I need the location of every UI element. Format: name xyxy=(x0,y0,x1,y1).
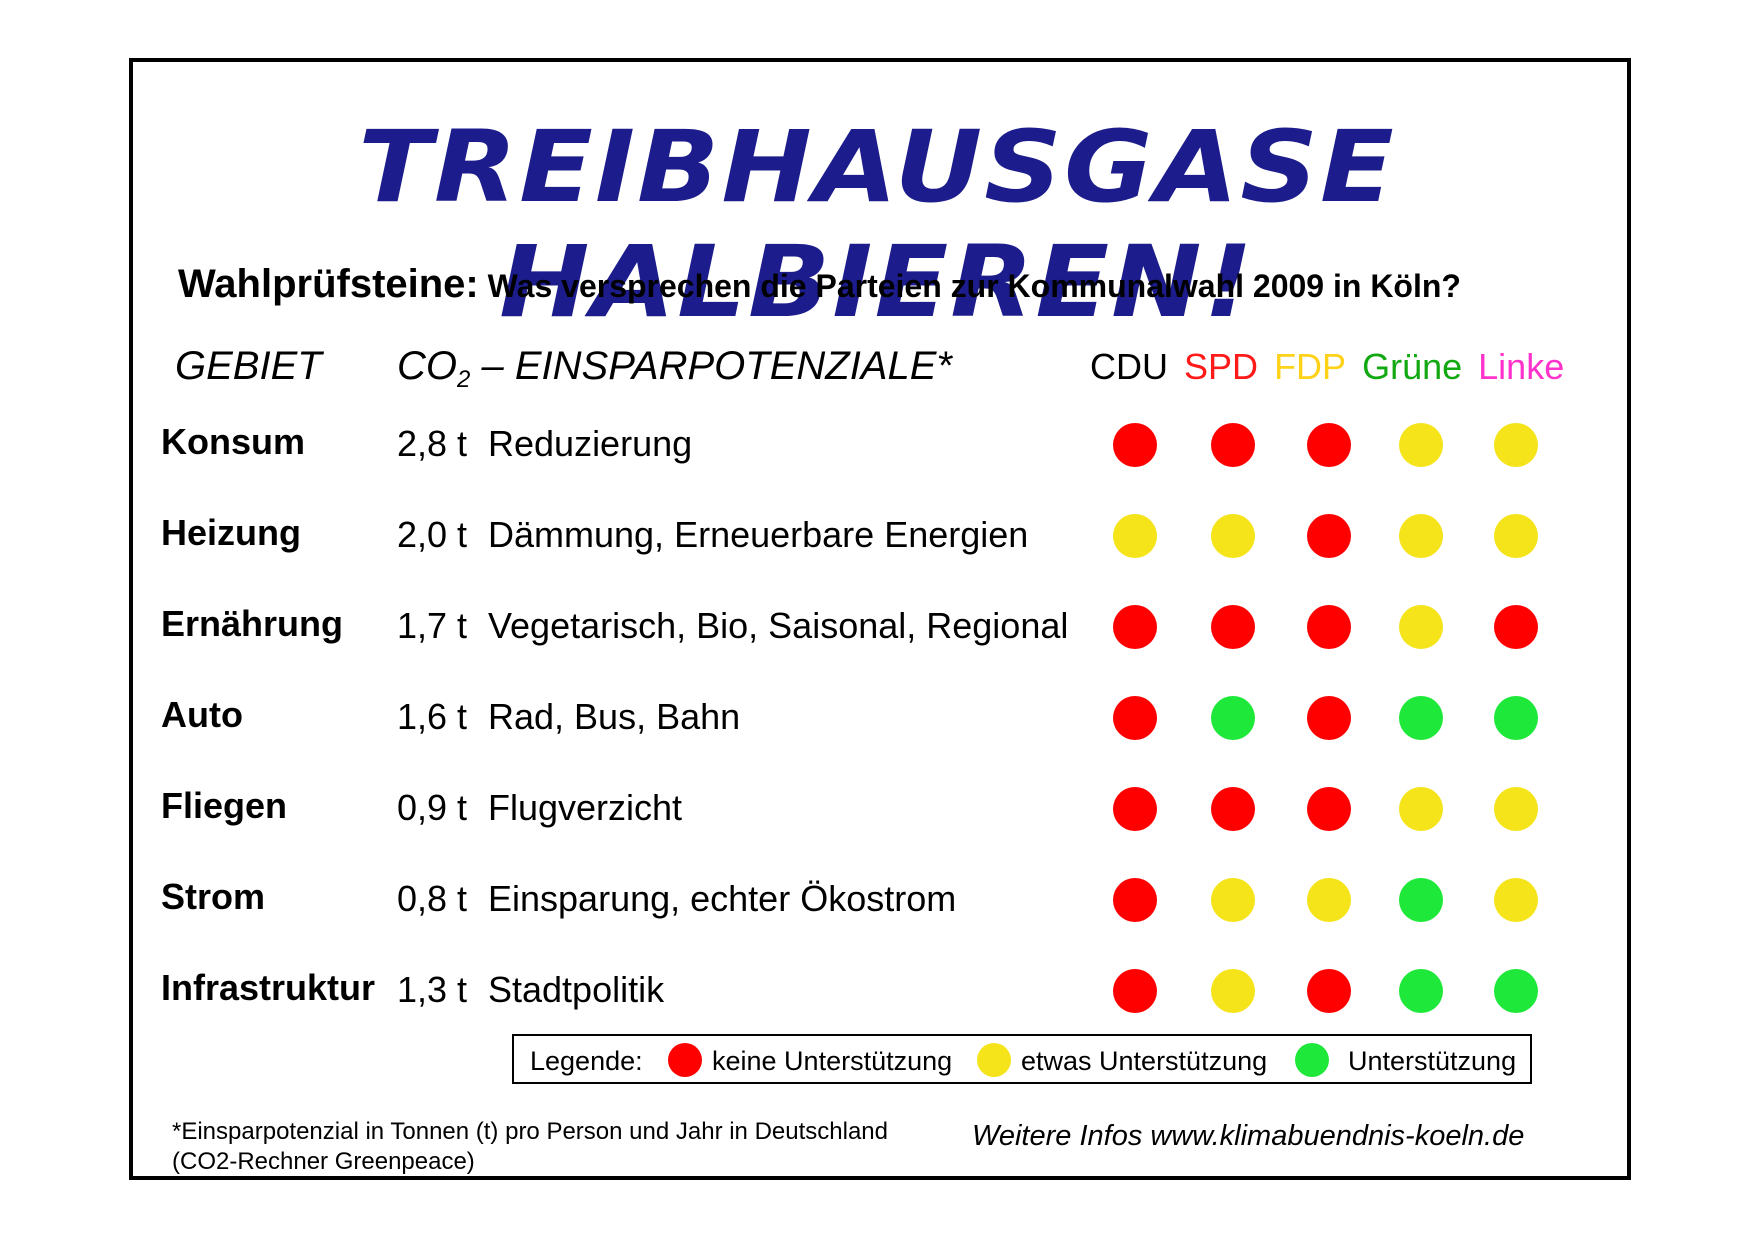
subtitle: Wahlprüfsteine: Was versprechen die Part… xyxy=(178,262,1461,307)
poster-frame xyxy=(129,58,1631,1180)
row-measure: Rad, Bus, Bahn xyxy=(488,696,741,737)
legend-label: Legende: xyxy=(530,1046,643,1076)
rating-dot-yellow xyxy=(1399,423,1443,467)
row-gebiet: Infrastruktur xyxy=(161,967,376,1008)
poster-title: TREIBHAUSGASE HALBIEREN! xyxy=(358,110,1396,340)
row-measure: Stadtpolitik xyxy=(488,969,665,1010)
rating-dot-yellow xyxy=(1494,423,1538,467)
table-row: Ernährung 1,7 t Vegetarisch, Bio, Saison… xyxy=(0,603,1754,663)
rating-dot-red xyxy=(1494,605,1538,649)
row-measure: Flugverzicht xyxy=(488,787,683,828)
party-name: FDP xyxy=(1274,346,1347,387)
rating-dot-red xyxy=(1113,605,1157,649)
row-amount: 1,3 t xyxy=(397,969,468,1010)
rating-dot-yellow xyxy=(1494,787,1538,831)
party-name: Linke xyxy=(1478,346,1565,387)
rating-dot-red xyxy=(1307,969,1351,1013)
header-gebiet: GEBIET xyxy=(175,344,322,388)
table-row: Strom 0,8 t Einsparung, echter Ökostrom xyxy=(0,876,1754,936)
legend-green-dot xyxy=(1295,1043,1329,1077)
rating-dot-red xyxy=(1113,787,1157,831)
rating-dot-yellow xyxy=(1113,514,1157,558)
row-measure: Vegetarisch, Bio, Saisonal, Regional xyxy=(488,605,1069,646)
row-gebiet: Heizung xyxy=(161,512,301,553)
rating-dot-green xyxy=(1399,696,1443,740)
rating-dot-yellow xyxy=(1211,514,1255,558)
table-row: Fliegen 0,9 t Flugverzicht xyxy=(0,785,1754,845)
table-row: Auto 1,6 t Rad, Bus, Bahn xyxy=(0,694,1754,754)
rating-dot-yellow xyxy=(1211,969,1255,1013)
rating-dot-green xyxy=(1399,878,1443,922)
legend-yellow-dot xyxy=(977,1043,1011,1077)
subtitle-lead: Wahlprüfsteine: xyxy=(178,262,479,306)
row-gebiet: Strom xyxy=(161,876,266,917)
party-name: CDU xyxy=(1090,346,1168,387)
row-gebiet: Auto xyxy=(161,694,243,735)
rating-dot-red xyxy=(1211,787,1255,831)
rating-dot-red xyxy=(1113,696,1157,740)
legend-green-label: Unterstützung xyxy=(1348,1046,1517,1076)
rating-dot-red xyxy=(1307,423,1351,467)
rating-dot-yellow xyxy=(1494,514,1538,558)
row-amount: 0,8 t xyxy=(397,878,468,919)
more-info-link[interactable]: Weitere Infos www.klimabuendnis-koeln.de xyxy=(972,1120,1525,1152)
header-co2-rest: – EINSPARPOTENZIALE* xyxy=(470,344,952,388)
rating-dot-red xyxy=(1113,423,1157,467)
rating-dot-yellow xyxy=(1211,878,1255,922)
party-name: SPD xyxy=(1184,346,1259,387)
row-amount: 1,6 t xyxy=(397,696,468,737)
footnote-line1: *Einsparpotenzial in Tonnen (t) pro Pers… xyxy=(172,1118,888,1145)
row-amount: 1,7 t xyxy=(397,605,468,646)
rating-dot-yellow xyxy=(1399,787,1443,831)
legend-red-dot xyxy=(668,1043,702,1077)
rating-dot-green xyxy=(1494,969,1538,1013)
table-row: Infrastruktur 1,3 t Stadtpolitik xyxy=(0,967,1754,1027)
rating-dot-green xyxy=(1399,969,1443,1013)
rating-dot-yellow xyxy=(1399,514,1443,558)
party-name: Grüne xyxy=(1362,346,1463,387)
rating-dot-yellow xyxy=(1399,605,1443,649)
row-amount: 2,8 t xyxy=(397,423,468,464)
legend-yellow-label: etwas Unterstützung xyxy=(1021,1046,1268,1076)
legend: Legende: keine Unterstützung etwas Unter… xyxy=(512,1034,1532,1084)
row-amount: 2,0 t xyxy=(397,514,468,555)
header-co2: CO2 – EINSPARPOTENZIALE* xyxy=(397,344,952,394)
party-header: CDU SPD FDP Grüne Linke xyxy=(1090,346,1570,388)
footnote-line2: (CO2-Rechner Greenpeace) xyxy=(172,1148,475,1175)
row-gebiet: Konsum xyxy=(161,421,305,462)
rating-dot-red xyxy=(1211,423,1255,467)
rating-dot-yellow xyxy=(1307,878,1351,922)
rating-dot-red xyxy=(1307,787,1351,831)
row-gebiet: Ernährung xyxy=(161,603,344,644)
subtitle-rest: Was versprechen die Parteien zur Kommuna… xyxy=(478,268,1461,304)
rating-dot-green xyxy=(1211,696,1255,740)
header-co2-prefix: CO xyxy=(397,344,457,388)
row-measure: Einsparung, echter Ökostrom xyxy=(488,878,957,919)
rating-dot-yellow xyxy=(1494,878,1538,922)
rating-dot-green xyxy=(1494,696,1538,740)
table-row: Konsum 2,8 t Reduzierung xyxy=(0,421,1754,481)
row-amount: 0,9 t xyxy=(397,787,468,828)
legend-red-label: keine Unterstützung xyxy=(712,1046,953,1076)
table-row: Heizung 2,0 t Dämmung, Erneuerbare Energ… xyxy=(0,512,1754,572)
row-measure: Dämmung, Erneuerbare Energien xyxy=(488,514,1029,555)
header-co2-sub: 2 xyxy=(457,366,471,393)
rating-dot-red xyxy=(1307,696,1351,740)
row-gebiet: Fliegen xyxy=(161,785,288,826)
rating-dot-red xyxy=(1211,605,1255,649)
rating-dot-red xyxy=(1307,605,1351,649)
row-measure: Reduzierung xyxy=(488,423,693,464)
rating-dot-red xyxy=(1113,969,1157,1013)
rating-dot-red xyxy=(1307,514,1351,558)
rating-dot-red xyxy=(1113,878,1157,922)
